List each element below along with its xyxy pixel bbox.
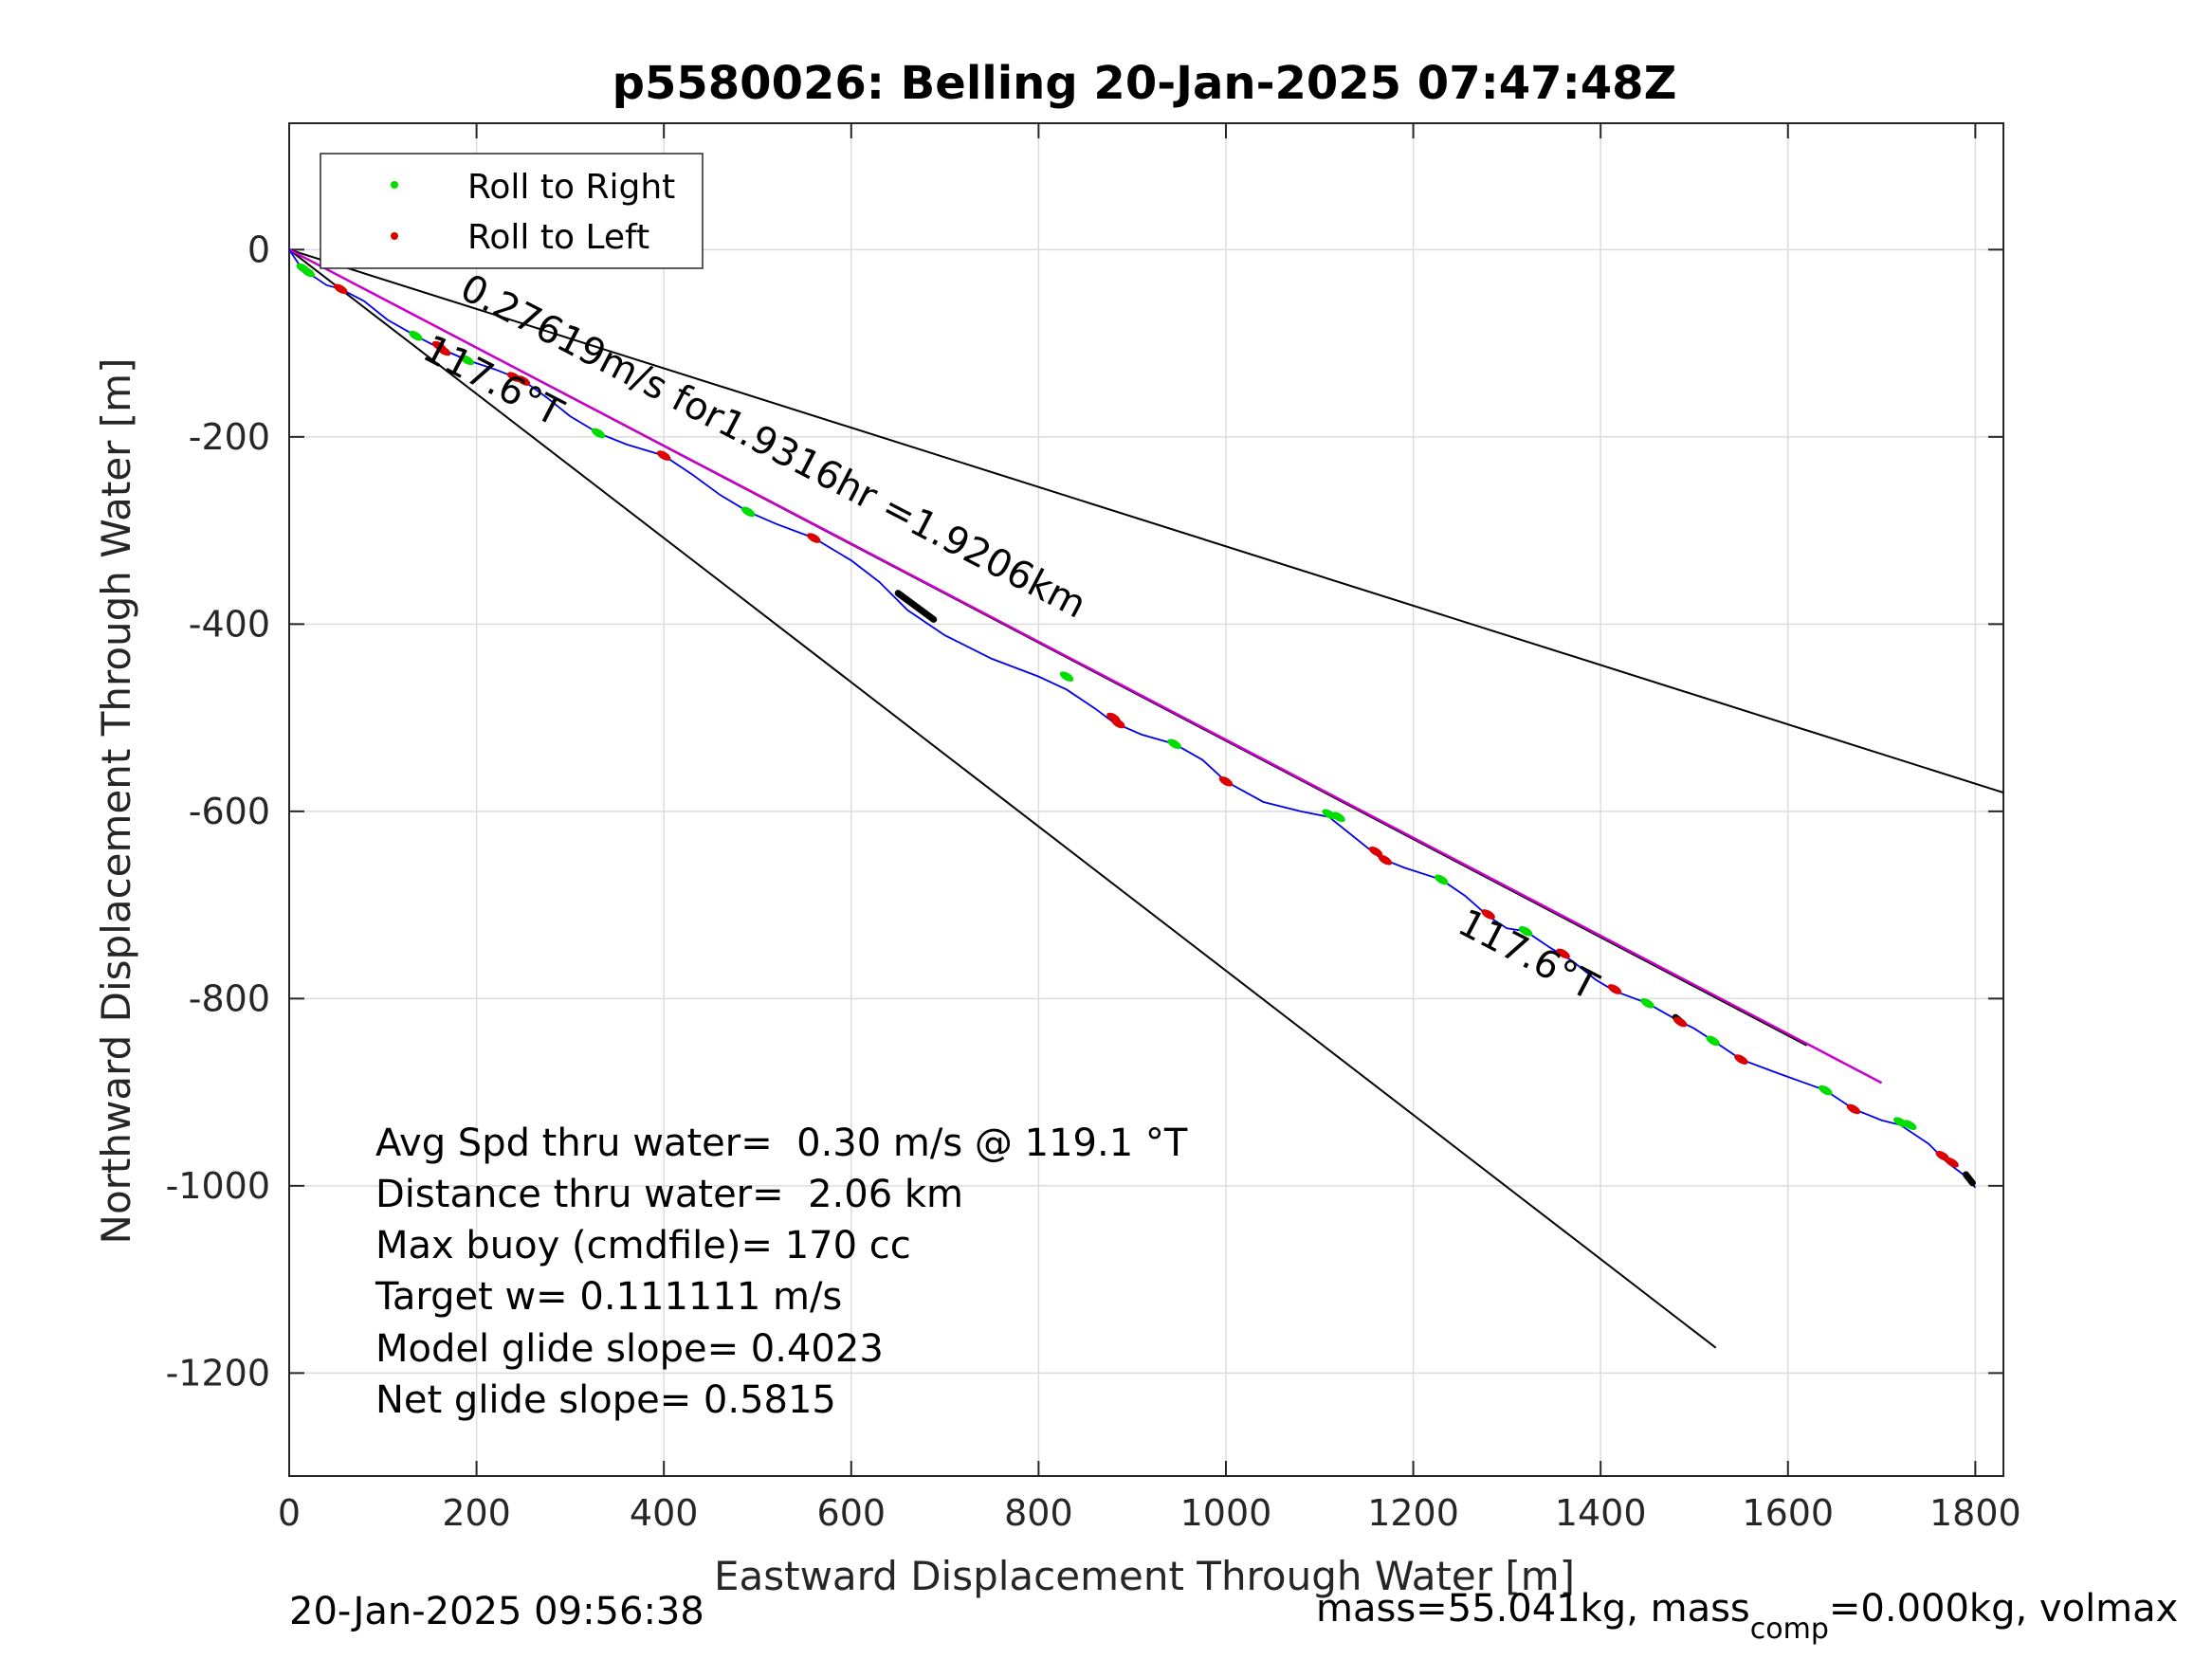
average-line — [288, 248, 1883, 1085]
roll-left-marker — [1368, 847, 1383, 857]
roll-left-marker — [1945, 1157, 1959, 1168]
footer-mass-suffix: =0.000kg, volmax — [1829, 1587, 2178, 1631]
track-black-segment — [1962, 1171, 1976, 1187]
x-tick-label: 1000 — [1180, 1492, 1272, 1534]
footer-mass-subscript: comp — [1750, 1613, 1829, 1646]
annotation-label: 0.27619m/s for1.9316hr =1.9206km — [453, 266, 1093, 628]
roll-left-marker — [1556, 948, 1570, 959]
x-tick-label: 600 — [817, 1492, 887, 1534]
reference-line — [288, 248, 1717, 1349]
roll-right-marker — [1893, 1117, 1908, 1128]
x-axis-label: Eastward Displacement Through Water [m] — [714, 1553, 1575, 1599]
legend-label-left: Roll to Left — [467, 218, 649, 257]
roll-left-marker — [1218, 775, 1234, 787]
y-tick-label: 0 — [247, 228, 270, 270]
stat-avg-speed: Avg Spd thru water= 0.30 m/s @ 119.1 °T — [375, 1121, 1188, 1165]
legend-marker-left — [391, 232, 398, 240]
legend-marker-right — [391, 181, 398, 189]
chart-title: p5580026: Belling 20-Jan-2025 07:47:48Z — [612, 57, 1677, 110]
roll-right-marker — [1435, 874, 1449, 885]
roll-right-marker — [1322, 809, 1336, 820]
x-tick-label: 200 — [442, 1492, 511, 1534]
y-tick-label: -800 — [189, 977, 270, 1019]
x-tick-label: 1400 — [1555, 1492, 1647, 1534]
roll-right-marker — [1706, 1035, 1720, 1047]
roll-left-marker — [334, 283, 348, 295]
reference-line — [288, 248, 2004, 794]
roll-left-marker — [1607, 984, 1622, 994]
stats-block: Avg Spd thru water= 0.30 m/s @ 119.1 °T … — [375, 1121, 1188, 1422]
roll-right-marker — [740, 506, 756, 518]
roll-right-marker — [460, 355, 474, 366]
x-tick-label: 1600 — [1742, 1492, 1834, 1534]
y-tick-label: -1200 — [166, 1352, 270, 1394]
stat-net-glide: Net glide slope= 0.5815 — [375, 1378, 836, 1422]
roll-left-marker — [1378, 854, 1393, 866]
x-tick-label: 1800 — [1929, 1492, 2021, 1534]
roll-right-marker — [1331, 811, 1345, 823]
roll-right-marker — [1059, 671, 1074, 682]
roll-left-marker — [807, 533, 821, 543]
roll-right-marker — [1518, 925, 1533, 937]
footer-mass-info: mass=55.041kg, masscomp=0.000kg, volmax — [1316, 1587, 2178, 1646]
roll-right-marker — [409, 330, 423, 341]
roll-right-marker — [591, 428, 606, 439]
stat-max-buoy: Max buoy (cmdfile)= 170 cc — [375, 1224, 911, 1267]
roll-left-marker — [1846, 1103, 1861, 1115]
roll-right-marker — [1167, 738, 1181, 750]
roll-left-marker — [1481, 909, 1495, 920]
roll-left-marker — [436, 345, 451, 356]
stat-model-glide: Model glide slope= 0.4023 — [375, 1327, 884, 1371]
roll-left-marker — [1673, 1016, 1688, 1028]
annotation-label: 117.6°T — [1451, 901, 1605, 1009]
x-tick-label: 1200 — [1367, 1492, 1459, 1534]
roll-right-marker — [1902, 1120, 1917, 1130]
footer-timestamp: 20-Jan-2025 09:56:38 — [289, 1590, 704, 1633]
y-axis-label: Northward Displacement Through Water [m] — [93, 358, 139, 1245]
y-tick-label: -1000 — [166, 1165, 270, 1207]
legend-label-right: Roll to Right — [467, 168, 675, 207]
roll-markers — [296, 263, 1959, 1168]
roll-left-marker — [1111, 718, 1125, 729]
y-tick-label: -600 — [189, 791, 270, 832]
average-line-group — [288, 248, 1883, 1085]
roll-right-marker — [1819, 1085, 1833, 1096]
annotations: 0.27619m/s for1.9316hr =1.9206km117.6°T1… — [416, 266, 1605, 1010]
stat-target-w: Target w= 0.111111 m/s — [375, 1275, 842, 1319]
track-black-segment — [894, 590, 938, 623]
roll-left-marker — [516, 375, 531, 386]
y-tick-label: -200 — [189, 416, 270, 458]
axis-ticks — [288, 123, 2003, 1476]
roll-left-marker — [1734, 1054, 1748, 1065]
roll-right-marker — [1640, 997, 1654, 1009]
tick-labels: 0 200 400 600 800 1000 1200 1400 1600 1800 0 -200 -4… — [166, 228, 2021, 1534]
y-tick-label: -400 — [189, 603, 270, 645]
x-tick-label: 0 — [278, 1492, 301, 1534]
footer-mass-prefix: mass=55.041kg, mass — [1316, 1587, 1750, 1631]
legend: Roll to Right Roll to Left — [320, 153, 704, 269]
roll-right-marker — [301, 266, 315, 278]
stat-distance: Distance thru water= 2.06 km — [375, 1173, 963, 1216]
roll-left-marker — [656, 450, 671, 461]
x-tick-label: 800 — [1004, 1492, 1073, 1534]
plot-area-border — [288, 122, 2004, 1477]
legend-box — [320, 153, 704, 269]
x-tick-label: 400 — [630, 1492, 699, 1534]
